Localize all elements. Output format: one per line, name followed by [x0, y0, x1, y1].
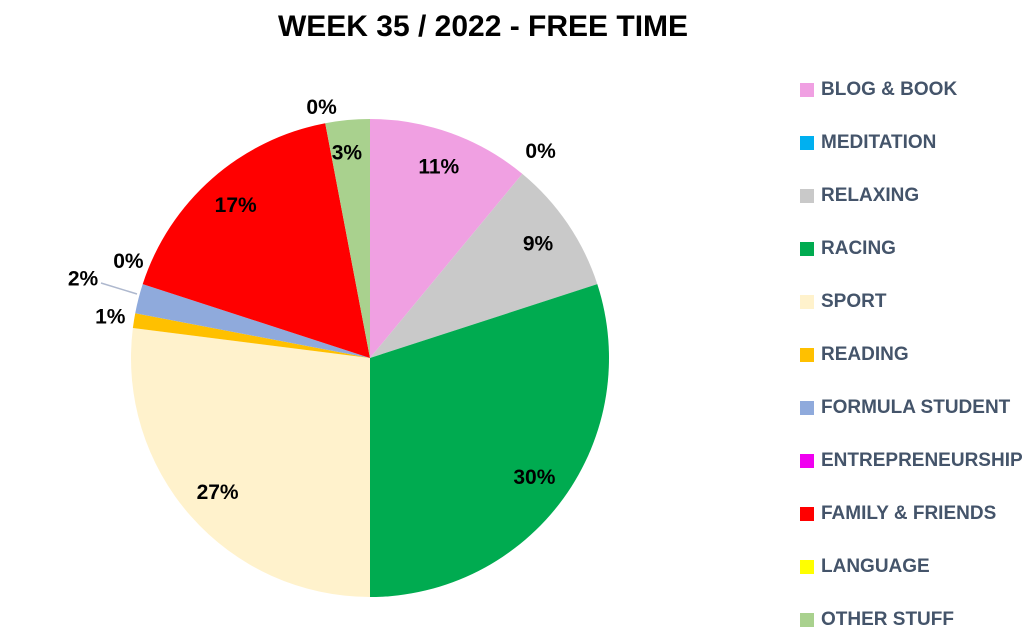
legend-item-entrepreneurship[interactable]: ENTREPRENEURSHIP: [800, 434, 1024, 487]
legend-item-reading[interactable]: READING: [800, 328, 1024, 381]
pie-slice-reading[interactable]: [132, 313, 370, 358]
legend-label-formula-student: FORMULA STUDENT: [821, 396, 1011, 418]
pie-label-meditation: 0%: [525, 140, 556, 163]
pie-slice-sport[interactable]: [130, 328, 370, 597]
legend-item-other-stuff[interactable]: OTHER STUFF: [800, 593, 1024, 643]
legend-swatch-relaxing: [800, 188, 814, 203]
pie-label-sport: 27%: [197, 481, 239, 504]
legend-swatch-entrepreneurship: [800, 453, 814, 468]
legend-item-racing[interactable]: RACING: [800, 222, 1024, 275]
pie-label-formula-student: 2%: [68, 268, 99, 291]
legend-item-language[interactable]: LANGUAGE: [800, 540, 1024, 593]
legend-label-entrepreneurship: ENTREPRENEURSHIP: [821, 449, 1023, 471]
pie-slice-other-stuff[interactable]: [325, 119, 370, 358]
pie-label-racing: 30%: [513, 466, 555, 489]
legend-swatch-blog-and-book: [800, 82, 814, 97]
pie-label-entrepreneurship: 0%: [113, 250, 144, 273]
legend-swatch-other-stuff: [800, 612, 814, 627]
leader-line-formula-student: [100, 282, 138, 295]
legend-label-family-and-friends: FAMILY & FRIENDS: [821, 502, 997, 524]
legend-label-other-stuff: OTHER STUFF: [821, 608, 954, 630]
chart-title: WEEK 35 / 2022 - FREE TIME: [277, 10, 689, 43]
pie-label-language: 0%: [306, 96, 337, 119]
legend-label-language: LANGUAGE: [821, 555, 930, 577]
legend-label-racing: RACING: [821, 237, 896, 259]
pie-label-reading: 1%: [95, 305, 126, 328]
legend-swatch-racing: [800, 241, 814, 256]
legend-label-sport: SPORT: [821, 290, 887, 312]
legend-item-family-and-friends[interactable]: FAMILY & FRIENDS: [800, 487, 1024, 540]
pie-slice-relaxing[interactable]: [370, 173, 598, 358]
pie-label-relaxing: 9%: [523, 232, 554, 255]
legend-swatch-family-and-friends: [800, 506, 814, 521]
legend-swatch-meditation: [800, 135, 814, 150]
legend-swatch-sport: [800, 294, 814, 309]
pie-slice-racing[interactable]: [370, 284, 609, 597]
legend-label-blog-and-book: BLOG & BOOK: [821, 78, 958, 100]
legend-label-relaxing: RELAXING: [821, 184, 920, 206]
legend-item-formula-student[interactable]: FORMULA STUDENT: [800, 381, 1024, 434]
pie-label-other-stuff: 3%: [332, 141, 363, 164]
pie-slice-family-and-friends[interactable]: [142, 123, 370, 358]
pie-label-blog-and-book: 11%: [418, 155, 459, 178]
legend-swatch-formula-student: [800, 400, 814, 415]
pie-label-family-and-friends: 17%: [215, 194, 257, 217]
legend-swatch-reading: [800, 347, 814, 362]
legend: BLOG & BOOK MEDITATION RELAXING RACING SPORT…: [800, 63, 1024, 643]
pie-slice-blog-and-book[interactable]: [370, 119, 523, 358]
legend-label-meditation: MEDITATION: [821, 131, 937, 153]
legend-item-meditation[interactable]: MEDITATION: [800, 116, 1024, 169]
legend-item-sport[interactable]: SPORT: [800, 275, 1024, 328]
legend-item-blog-and-book[interactable]: BLOG & BOOK: [800, 63, 1024, 116]
legend-swatch-language: [800, 559, 814, 574]
pie-chart: 11% 0% 9% 30% 27% 1% 2% 0% 17% 0% 3%: [68, 96, 609, 597]
pie-slice-formula-student[interactable]: [135, 284, 370, 358]
legend-item-relaxing[interactable]: RELAXING: [800, 169, 1024, 222]
legend-label-reading: READING: [821, 343, 909, 365]
